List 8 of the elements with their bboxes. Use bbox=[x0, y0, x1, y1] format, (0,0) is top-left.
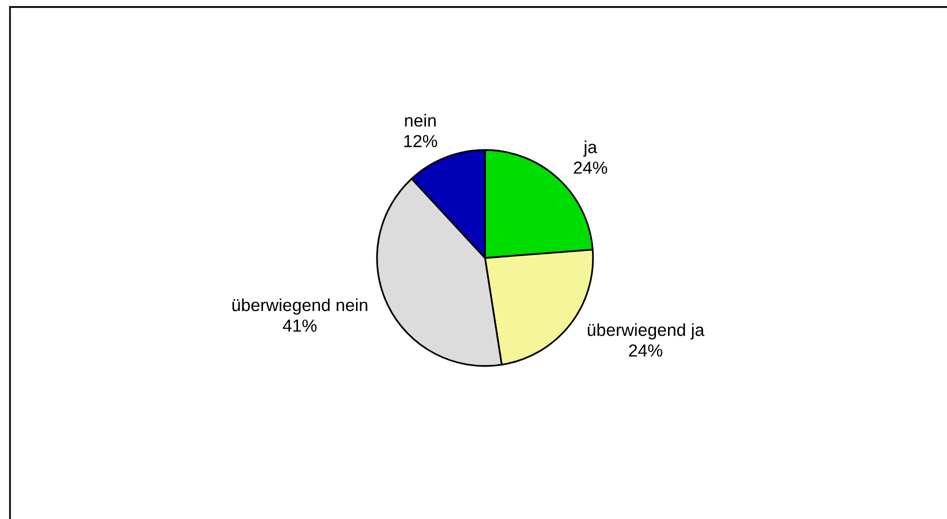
data-label: 24% bbox=[629, 344, 662, 357]
slice-label: überwiegend ja bbox=[588, 323, 704, 340]
slice-label: ja bbox=[583, 140, 598, 157]
slice-label: überwiegend nein bbox=[232, 298, 368, 315]
slice-label: nein bbox=[405, 114, 436, 127]
data-label: 24% bbox=[574, 162, 608, 174]
data-label: 41% bbox=[282, 320, 317, 332]
data-label: 12% bbox=[404, 134, 438, 148]
